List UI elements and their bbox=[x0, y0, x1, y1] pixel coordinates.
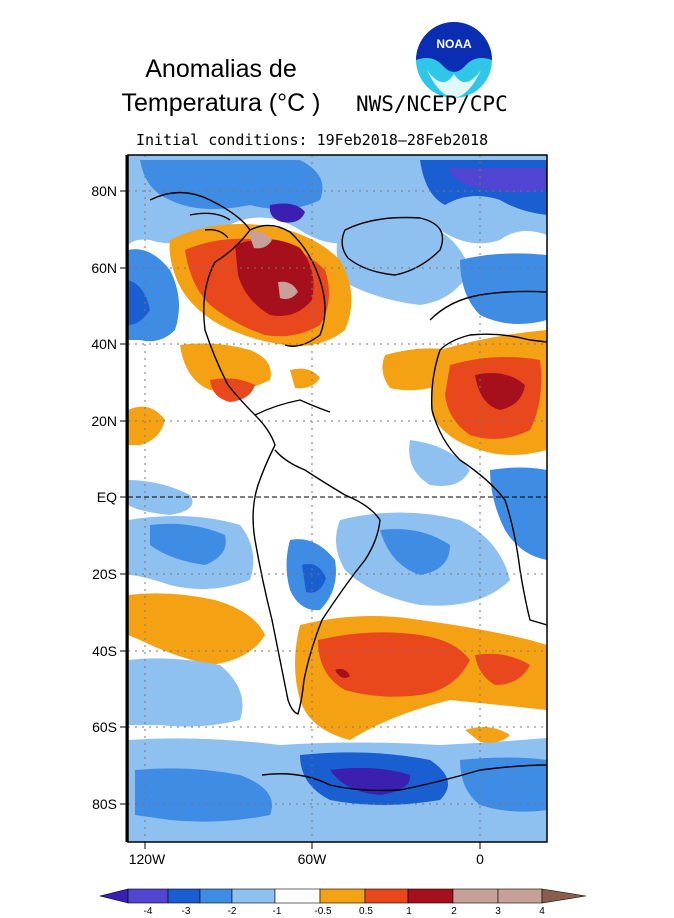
colorbar-left-arrow bbox=[99, 888, 129, 904]
colorbar: -4 -3 -2 -1 -0.5 0.5 1 2 3 4 bbox=[99, 888, 587, 917]
lat-label: 20N bbox=[91, 413, 117, 429]
map-title-line-2: Temperatura (°C ) bbox=[121, 89, 321, 117]
noaa-logo: NOAA bbox=[416, 22, 492, 98]
map-title-line-1: Anomalias de bbox=[145, 55, 297, 83]
colorbar-label: -3 bbox=[182, 906, 191, 917]
colorbar-label: -0.5 bbox=[314, 906, 332, 917]
colorbar-label: 1 bbox=[406, 906, 412, 917]
latitude-labels: 80N 60N 40N 20N EQ 20S 40S 60S 80S bbox=[91, 183, 117, 812]
colorbar-label: -4 bbox=[144, 906, 153, 917]
colorbar-label: 2 bbox=[451, 906, 457, 917]
colorbar-swatch bbox=[319, 888, 366, 904]
colorbar-swatch bbox=[199, 888, 233, 904]
colorbar-label: -2 bbox=[228, 906, 237, 917]
lat-label: 80S bbox=[92, 796, 117, 812]
colorbar-swatch bbox=[452, 888, 499, 904]
lon-label: 60W bbox=[298, 851, 328, 867]
lat-label: 20S bbox=[92, 566, 117, 582]
colorbar-label: -1 bbox=[273, 906, 282, 917]
colorbar-swatch bbox=[364, 888, 409, 904]
agency-label: NWS/NCEP/CPC bbox=[356, 92, 508, 116]
colorbar-swatch bbox=[274, 888, 321, 904]
anomaly-field bbox=[128, 155, 547, 842]
colorbar-swatch bbox=[167, 888, 201, 904]
colorbar-label: 0.5 bbox=[359, 906, 373, 917]
lon-label: 0 bbox=[476, 851, 484, 867]
noaa-logo-text: NOAA bbox=[436, 37, 472, 51]
colorbar-swatch bbox=[127, 888, 169, 904]
initial-conditions: Initial conditions: 19Feb2018–28Feb2018 bbox=[136, 131, 489, 149]
lat-label: 40N bbox=[91, 336, 117, 352]
graticule bbox=[128, 155, 547, 842]
colorbar-swatch bbox=[231, 888, 276, 904]
lat-label: 40S bbox=[92, 643, 117, 659]
coastlines bbox=[149, 191, 547, 792]
lat-label: 80N bbox=[91, 183, 117, 199]
longitude-labels: 120W 60W 0 bbox=[129, 851, 484, 867]
colorbar-label: 4 bbox=[539, 906, 545, 917]
lon-label: 120W bbox=[129, 851, 166, 867]
lat-label: 60N bbox=[91, 260, 117, 276]
colorbar-swatch bbox=[407, 888, 454, 904]
lat-label: 60S bbox=[92, 719, 117, 735]
lat-label: EQ bbox=[97, 489, 117, 505]
colorbar-swatch bbox=[497, 888, 543, 904]
colorbar-label: 3 bbox=[495, 906, 501, 917]
colorbar-right-arrow bbox=[541, 888, 587, 904]
